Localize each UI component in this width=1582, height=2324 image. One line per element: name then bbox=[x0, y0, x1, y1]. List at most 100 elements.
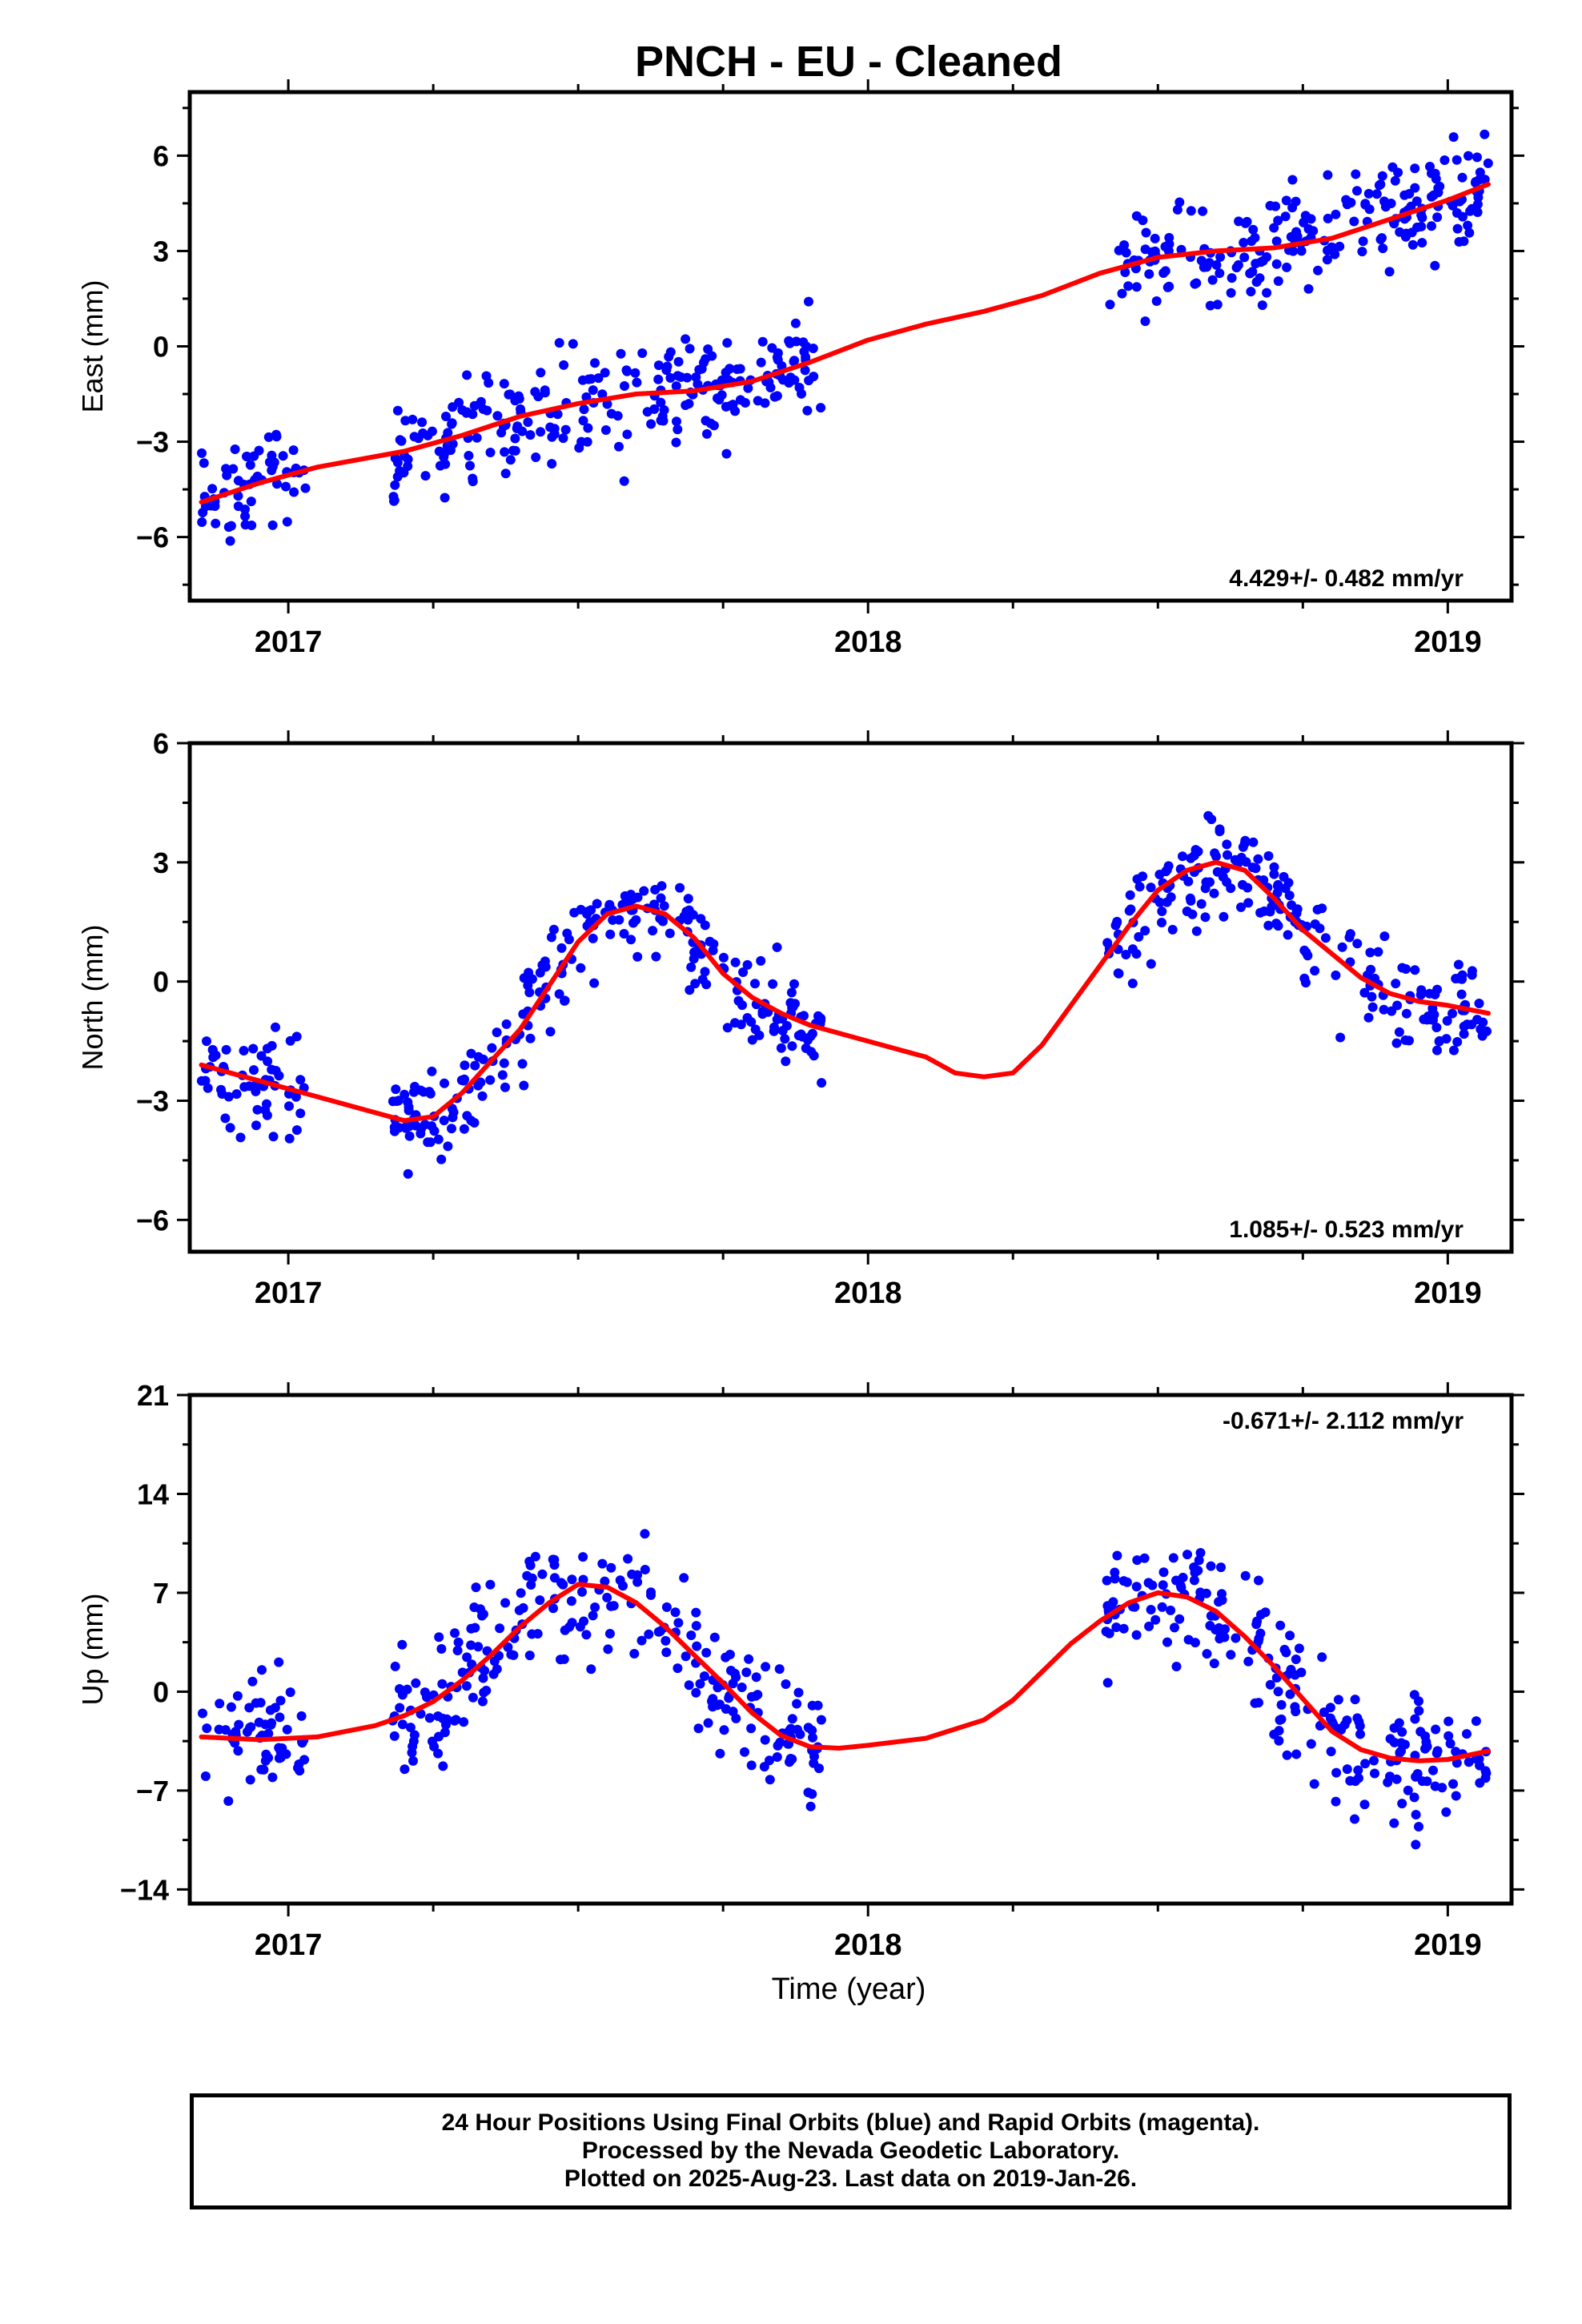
data-point-up-473 bbox=[1265, 1679, 1275, 1690]
data-point-up-180 bbox=[636, 1635, 647, 1646]
data-point-north-460 bbox=[1301, 978, 1311, 988]
data-point-east-53 bbox=[207, 484, 218, 494]
data-point-up-458 bbox=[1430, 1781, 1440, 1791]
data-point-east-190 bbox=[560, 424, 571, 435]
data-point-up-516 bbox=[1432, 1746, 1443, 1756]
data-points-east bbox=[197, 129, 1493, 546]
data-point-east-124 bbox=[672, 416, 681, 427]
data-point-up-200 bbox=[477, 1696, 488, 1707]
data-point-north-502 bbox=[1241, 857, 1251, 867]
data-point-up-88 bbox=[774, 1664, 785, 1675]
data-point-east-367 bbox=[1172, 204, 1182, 215]
data-point-up-105 bbox=[500, 1598, 511, 1608]
data-point-up-74 bbox=[556, 1655, 565, 1665]
data-point-north-99 bbox=[518, 1009, 528, 1019]
data-point-up-225 bbox=[473, 1642, 484, 1652]
data-point-east-322 bbox=[1407, 239, 1418, 250]
data-point-north-75 bbox=[619, 929, 629, 939]
data-point-up-240 bbox=[681, 1651, 691, 1662]
data-point-north-374 bbox=[1140, 926, 1150, 936]
data-point-up-43 bbox=[247, 1676, 258, 1687]
data-point-east-52 bbox=[225, 536, 235, 546]
data-point-up-491 bbox=[1462, 1729, 1472, 1739]
data-point-up-163 bbox=[400, 1764, 410, 1775]
data-point-north-51 bbox=[271, 1022, 280, 1032]
data-point-east-472 bbox=[1121, 247, 1131, 258]
data-point-east-306 bbox=[1273, 215, 1283, 226]
data-point-east-372 bbox=[1280, 211, 1291, 222]
data-point-east-425 bbox=[1472, 152, 1482, 163]
data-point-east-319 bbox=[1226, 287, 1236, 298]
data-point-east-233 bbox=[508, 445, 518, 456]
data-point-up-47 bbox=[214, 1724, 224, 1735]
data-point-up-467 bbox=[1396, 1746, 1406, 1756]
data-point-east-50 bbox=[272, 479, 282, 489]
data-point-east-136 bbox=[469, 400, 480, 411]
data-point-east-261 bbox=[409, 432, 420, 442]
data-point-north-465 bbox=[1400, 1035, 1411, 1045]
footer-line-2: Processed by the Nevada Geodetic Laborat… bbox=[581, 2137, 1120, 2164]
rate-label-north: 1.085+/- 0.523 mm/yr bbox=[1229, 1216, 1464, 1243]
data-point-east-462 bbox=[1463, 220, 1473, 231]
data-point-up-194 bbox=[566, 1596, 576, 1606]
data-point-up-298 bbox=[532, 1629, 543, 1639]
data-point-up-349 bbox=[1162, 1637, 1172, 1647]
data-point-east-117 bbox=[408, 414, 418, 424]
data-point-north-162 bbox=[737, 1000, 747, 1011]
data-point-up-314 bbox=[1174, 1614, 1185, 1624]
data-point-up-32 bbox=[215, 1699, 225, 1709]
data-point-east-14 bbox=[267, 465, 277, 476]
data-point-north-427 bbox=[1163, 861, 1174, 871]
data-point-up-373 bbox=[1475, 1778, 1485, 1788]
data-point-up-472 bbox=[1139, 1553, 1150, 1563]
data-point-east-64 bbox=[505, 455, 516, 465]
data-point-up-434 bbox=[1175, 1581, 1186, 1591]
data-point-east-286 bbox=[500, 468, 511, 479]
data-point-up-441 bbox=[1397, 1727, 1407, 1737]
data-point-up-278 bbox=[466, 1640, 476, 1651]
data-point-north-496 bbox=[1132, 874, 1142, 884]
data-point-east-463 bbox=[1323, 213, 1333, 223]
data-point-north-33 bbox=[225, 1123, 235, 1133]
data-point-up-190 bbox=[604, 1629, 615, 1638]
data-point-north-188 bbox=[485, 1075, 496, 1085]
data-point-up-481 bbox=[1275, 1715, 1285, 1725]
data-point-east-9 bbox=[197, 517, 207, 527]
data-point-east-253 bbox=[468, 476, 478, 487]
data-point-east-470 bbox=[1448, 132, 1459, 143]
data-point-east-36 bbox=[230, 444, 240, 454]
data-point-up-55 bbox=[293, 1763, 303, 1773]
data-point-north-152 bbox=[410, 1081, 420, 1092]
data-point-east-454 bbox=[1140, 316, 1150, 327]
data-point-north-423 bbox=[1269, 869, 1279, 879]
data-point-north-203 bbox=[470, 1060, 480, 1071]
axes-up: 2017 2018 2019 −14 −7 0 7 14 21 bbox=[120, 1379, 1524, 1962]
data-point-east-498 bbox=[1255, 273, 1265, 283]
data-point-north-23 bbox=[251, 1120, 261, 1131]
data-point-east-453 bbox=[1163, 246, 1174, 256]
data-point-up-187 bbox=[436, 1644, 447, 1654]
y-axis-label-north: North (mm) bbox=[76, 925, 109, 1071]
data-point-up-345 bbox=[1464, 1757, 1474, 1767]
data-point-east-113 bbox=[600, 425, 611, 435]
data-point-east-419 bbox=[1384, 267, 1395, 277]
data-point-east-271 bbox=[702, 428, 712, 439]
data-point-up-353 bbox=[1410, 1714, 1420, 1724]
data-point-east-26 bbox=[228, 464, 239, 474]
data-point-north-330 bbox=[1456, 989, 1467, 999]
data-point-east-134 bbox=[417, 417, 428, 428]
data-point-north-418 bbox=[1263, 920, 1274, 931]
data-point-east-191 bbox=[800, 365, 810, 376]
data-point-east-393 bbox=[1480, 129, 1490, 139]
data-point-east-45 bbox=[197, 448, 207, 458]
data-point-up-437 bbox=[1385, 1771, 1395, 1782]
data-point-east-206 bbox=[681, 334, 691, 344]
axes-east: 2017 2018 2019 −6 −3 0 3 6 bbox=[136, 79, 1524, 659]
data-point-east-229 bbox=[586, 374, 596, 384]
data-point-up-243 bbox=[661, 1647, 672, 1658]
data-point-up-181 bbox=[408, 1755, 418, 1766]
data-point-north-29 bbox=[207, 1045, 218, 1055]
data-point-east-37 bbox=[282, 517, 292, 527]
data-point-east-362 bbox=[1349, 216, 1359, 227]
data-point-up-233 bbox=[632, 1570, 643, 1580]
